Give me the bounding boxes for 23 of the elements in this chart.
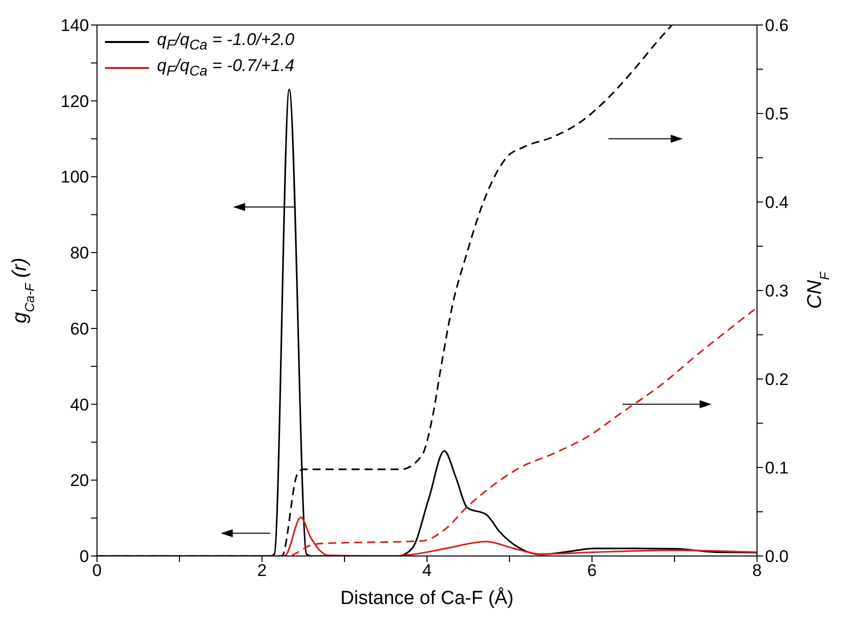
y-tick-label: 120 — [60, 92, 89, 111]
x-tick-label: 0 — [92, 561, 102, 580]
y-tick-label: 40 — [70, 395, 89, 414]
y-tick-label: 140 — [60, 16, 89, 36]
legend-label: q$_{F}$/q$_{Ca}$ = -1.0/+2.0 — [157, 30, 294, 54]
x-tick-label: 4 — [422, 561, 432, 580]
x-axis-title: Distance of Ca-F (Å) — [340, 587, 514, 609]
y-tick-label: 80 — [70, 244, 89, 263]
y2-tick-label: 0.6 — [765, 16, 789, 36]
x-tick-label: 8 — [752, 561, 762, 580]
x-tick-label: 6 — [587, 561, 597, 580]
y-tick-label: 60 — [70, 319, 89, 338]
y2-tick-label: 0.0 — [765, 547, 789, 566]
y2-tick-label: 0.5 — [765, 104, 789, 124]
y2-tick-label: 0.1 — [765, 458, 789, 478]
x-tick-label: 2 — [257, 561, 267, 580]
y2-tick-label: 0.3 — [765, 282, 789, 301]
y-tick-label: 20 — [70, 471, 89, 490]
y-tick-label: 0 — [80, 547, 89, 566]
y2-tick-label: 0.4 — [765, 193, 789, 212]
y2-tick-label: 0.2 — [765, 370, 789, 390]
legend-label: q$_{F}$/q$_{Ca}$ = -0.7/+1.4 — [157, 56, 294, 80]
y-tick-label: 100 — [60, 168, 89, 187]
